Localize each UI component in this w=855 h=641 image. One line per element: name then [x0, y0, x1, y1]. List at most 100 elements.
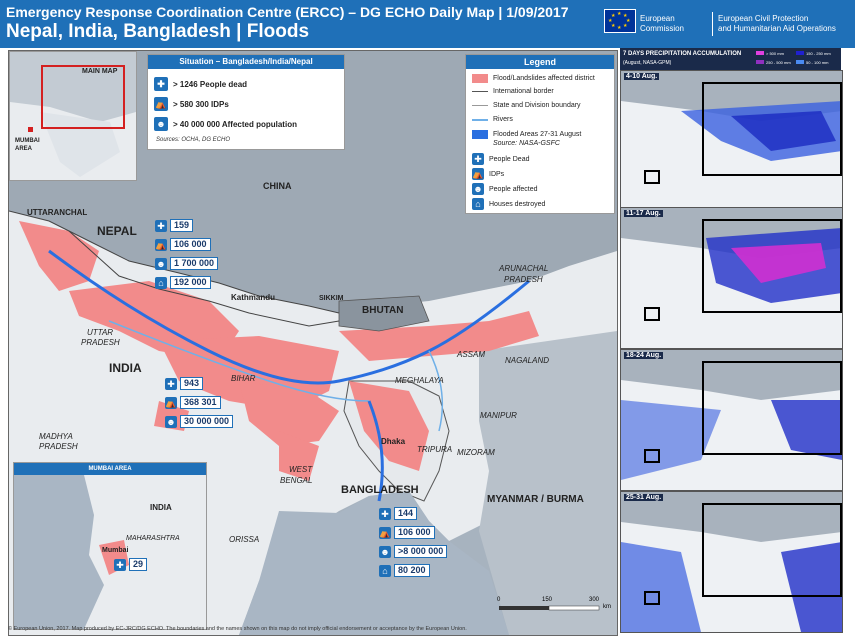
label-west-bengal-1: WEST	[289, 465, 313, 474]
legend-row-people-affected: ☻ People affected	[472, 183, 538, 195]
nepal-stat-affected: ☻ 1 700 000	[155, 257, 219, 270]
legend-row-houses-destroyed: ⌂ Houses destroyed	[472, 198, 545, 210]
mumbai-inset-india: INDIA	[150, 503, 172, 512]
precipitation-column: 7 DAYS PRECIPITATION ACCUMULATION (Augus…	[620, 48, 855, 641]
label-arunachal-2: PRADESH	[504, 275, 543, 284]
label-myanmar: MYANMAR / BURMA	[487, 494, 584, 505]
nepal-stat-idps: ⛺ 106 000	[155, 238, 211, 251]
label-mizoram: MIZORAM	[457, 448, 495, 457]
label-tripura: TRIPURA	[417, 445, 453, 454]
precip-panel-3: 18-24 Aug.	[620, 349, 843, 491]
people-dead-icon: ✚	[379, 507, 391, 520]
precip-map-1	[621, 71, 842, 211]
people-dead-icon: ✚	[165, 377, 177, 390]
precip-panel-4: 25-31 Aug.	[620, 491, 843, 633]
precip-panel-3-label: 18-24 Aug.	[624, 352, 664, 359]
mumbai-inset: MUMBAI AREA INDIA MAHARASHTRA Mumbai ✚ 29	[13, 462, 207, 630]
precip-panel-2-label: 11-17 Aug.	[624, 210, 663, 217]
label-nagaland: NAGALAND	[505, 356, 550, 365]
bangladesh-stat-affected: ☻ >8 000 000	[379, 545, 448, 558]
ec-department: European Civil Protection and Humanitari…	[718, 14, 836, 33]
india-stat-dead: ✚ 943	[165, 377, 204, 390]
label-china: CHINA	[263, 181, 292, 191]
situation-row-dead: ✚ > 1246 People dead	[154, 77, 247, 91]
idps-icon: ⛺	[379, 526, 391, 539]
mumbai-stat-dead: ✚ 29	[114, 558, 148, 571]
people-affected-icon: ☻	[472, 183, 484, 195]
label-meghalaya: MEGHALAYA	[395, 376, 444, 385]
map-title-line2: Nepal, India, Bangladesh | Floods	[6, 21, 310, 42]
legend-row-rivers: Rivers	[472, 116, 513, 123]
idps-icon: ⛺	[165, 396, 177, 409]
scale-unit: km	[603, 604, 611, 610]
scale-0: 0	[497, 597, 501, 603]
main-map[interactable]: MAIN MAP MUMBAI AREA Situation – Banglad…	[8, 50, 618, 636]
situation-sources: Sources: OCHA, DG ECHO	[156, 137, 231, 143]
legend-title: Legend	[466, 55, 614, 69]
label-uttar-pradesh-1: UTTAR	[87, 328, 114, 337]
eu-flag-icon: ★ ★ ★ ★ ★ ★ ★ ★	[604, 9, 636, 33]
people-dead-icon: ✚	[155, 219, 167, 232]
mumbai-inset-city: Mumbai	[102, 547, 129, 554]
label-nepal: NEPAL	[97, 224, 137, 238]
label-madhya-1: MADHYA	[39, 432, 73, 441]
label-arunachal-1: ARUNACHAL	[499, 264, 549, 273]
legend-row-affected-district: Flood/Landslides affected district	[472, 74, 595, 83]
precip-panel-4-label: 25-31 Aug.	[624, 494, 664, 501]
people-dead-icon: ✚	[154, 77, 168, 91]
precip-map-4	[621, 492, 842, 632]
bangladesh-stat-idps: ⛺ 106 000	[379, 526, 435, 539]
label-orissa: ORISSA	[229, 535, 260, 544]
legend-row-source: Source: NASA-GSFC	[493, 140, 560, 147]
legend-row-state-boundary: State and Division boundary	[472, 102, 581, 109]
label-uttar-pradesh-2: PRADESH	[81, 338, 120, 347]
legend-row-flooded-areas: Flooded Areas 27-31 August	[472, 130, 581, 139]
precip-map-2	[621, 208, 842, 348]
situation-box: Situation – Bangladesh/India/Nepal ✚ > 1…	[147, 54, 345, 150]
map-title-line1: Emergency Response Coordination Centre (…	[6, 4, 569, 20]
idps-icon: ⛺	[155, 238, 167, 251]
ec-name: European Commission	[640, 14, 685, 33]
idps-icon: ⛺	[472, 168, 484, 180]
precip-panel-1: 4-10 Aug.	[620, 70, 843, 212]
label-dhaka: Dhaka	[381, 437, 406, 446]
people-dead-icon: ✚	[114, 558, 126, 571]
legend-row-intl-border: International border	[472, 88, 554, 95]
people-affected-icon: ☻	[155, 257, 167, 270]
label-uttaranchal: UTTARANCHAL	[27, 208, 88, 217]
locator-title: MAIN MAP	[82, 68, 118, 75]
people-dead-icon: ✚	[472, 153, 484, 165]
bangladesh-stat-houses: ⌂ 80 200	[379, 564, 430, 577]
header-bar: Emergency Response Coordination Centre (…	[0, 0, 855, 48]
mumbai-inset-title: MUMBAI AREA	[14, 463, 206, 475]
label-manipur: MANIPUR	[480, 411, 517, 420]
footer-disclaimer: © European Union, 2017. Map produced by …	[8, 626, 467, 632]
situation-title: Situation – Bangladesh/India/Nepal	[148, 55, 344, 69]
house-destroyed-icon: ⌂	[155, 276, 167, 289]
label-bangladesh: BANGLADESH	[341, 484, 419, 496]
legend-row-people-dead: ✚ People Dead	[472, 153, 529, 165]
locator-inset: MAIN MAP MUMBAI AREA	[9, 51, 137, 181]
precip-map-3	[621, 350, 842, 490]
idps-icon: ⛺	[154, 97, 168, 111]
precip-panel-2: 11-17 Aug.	[620, 207, 843, 349]
label-assam: ASSAM	[457, 350, 486, 359]
people-affected-icon: ☻	[165, 415, 177, 428]
legend-box: Legend Flood/Landslides affected distric…	[465, 54, 615, 214]
label-sikkim: SIKKIM	[319, 295, 344, 302]
ec-divider	[712, 12, 713, 36]
locator-map	[10, 52, 136, 177]
mumbai-inset-maharashtra: MAHARASHTRA	[126, 535, 180, 542]
situation-row-idps: ⛺ > 580 300 IDPs	[154, 97, 229, 111]
label-india: INDIA	[109, 361, 142, 375]
nepal-stat-houses: ⌂ 192 000	[155, 276, 211, 289]
label-kathmandu: Kathmandu	[231, 293, 275, 302]
people-affected-icon: ☻	[379, 545, 391, 558]
situation-row-affected: ☻ > 40 000 000 Affected population	[154, 117, 297, 131]
label-west-bengal-2: BENGAL	[280, 476, 313, 485]
india-stat-idps: ⛺ 368 301	[165, 396, 221, 409]
locator-area: AREA	[15, 146, 33, 152]
precipitation-header: 7 DAYS PRECIPITATION ACCUMULATION (Augus…	[620, 48, 841, 70]
bangladesh-stat-dead: ✚ 144	[379, 507, 418, 520]
house-destroyed-icon: ⌂	[472, 198, 484, 210]
